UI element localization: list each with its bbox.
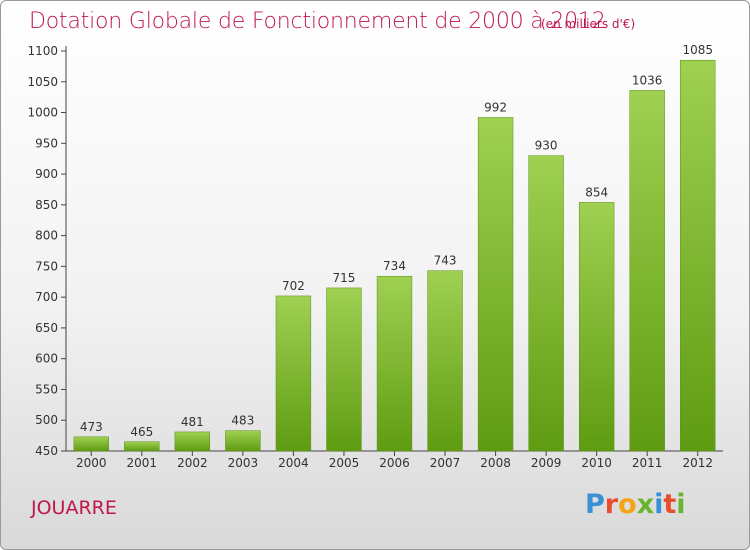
x-tick-label: 2005 — [329, 456, 360, 470]
bar-value-label: 1085 — [682, 43, 713, 57]
logo-letter: t — [663, 489, 677, 520]
bar — [427, 270, 463, 452]
y-tick-label: 950 — [35, 136, 58, 150]
bar-value-label: 992 — [484, 100, 507, 114]
bar — [578, 202, 615, 452]
chart-labels: 2000 473 2001 465 2002 481 2003 483 2004 702 2005 7… — [76, 43, 713, 470]
chart-axes: 450 500 550 600 650 700 750 800 850 900 950 1000 105… — [27, 44, 723, 458]
logo-letter: o — [618, 489, 637, 520]
x-tick-label: 2000 — [76, 456, 107, 470]
bar-value-label: 743 — [434, 254, 457, 268]
place-name: JOUARRE — [31, 497, 117, 519]
y-tick-label: 650 — [35, 321, 58, 335]
bar-value-label: 702 — [282, 279, 305, 293]
logo-letter: x — [636, 489, 655, 520]
chart-bars — [73, 59, 716, 452]
bar-value-label: 1036 — [632, 73, 663, 87]
x-tick-label: 2007 — [430, 456, 461, 470]
bar — [528, 155, 564, 452]
bar-value-label: 465 — [130, 425, 153, 439]
bar — [174, 431, 211, 452]
x-tick-label: 2011 — [632, 456, 663, 470]
bar — [629, 90, 665, 452]
y-tick-label: 850 — [35, 198, 58, 212]
chart-subtitle: (en milliers d'€) — [541, 17, 636, 31]
logo-letter: r — [604, 489, 619, 520]
bar — [124, 441, 160, 452]
bar-value-label: 715 — [333, 271, 356, 285]
bar-value-label: 481 — [181, 415, 204, 429]
bar — [225, 430, 261, 452]
x-tick-label: 2006 — [379, 456, 410, 470]
x-tick-label: 2001 — [127, 456, 158, 470]
x-tick-label: 2008 — [480, 456, 511, 470]
y-tick-label: 1100 — [27, 44, 58, 58]
x-tick-label: 2002 — [177, 456, 208, 470]
y-tick-label: 450 — [35, 444, 58, 458]
y-tick-label: 800 — [35, 229, 58, 243]
x-tick-label: 2009 — [531, 456, 562, 470]
logo-letter: P — [585, 489, 605, 520]
bar — [376, 275, 413, 452]
proxiti-logo: Proxiti — [585, 489, 686, 520]
y-tick-label: 600 — [35, 352, 58, 366]
logo-letter: i — [654, 489, 664, 520]
y-tick-label: 750 — [35, 259, 58, 273]
x-tick-label: 2010 — [581, 456, 612, 470]
y-tick-label: 700 — [35, 290, 58, 304]
y-tick-label: 550 — [35, 382, 58, 396]
y-tick-label: 1050 — [27, 75, 58, 89]
chart-title: Dotation Globale de Fonctionnement de 20… — [29, 9, 606, 34]
bar — [680, 59, 716, 452]
bar-value-label: 473 — [80, 420, 103, 434]
x-tick-label: 2012 — [682, 456, 713, 470]
x-tick-label: 2004 — [278, 456, 309, 470]
bar-value-label: 734 — [383, 259, 406, 273]
bar-value-label: 854 — [585, 185, 608, 199]
bar — [73, 436, 109, 452]
bar-value-label: 483 — [231, 414, 254, 428]
y-tick-label: 500 — [35, 413, 58, 427]
bar — [477, 117, 514, 452]
y-tick-label: 900 — [35, 167, 58, 181]
logo-letter: i — [676, 489, 686, 520]
x-tick-label: 2003 — [228, 456, 259, 470]
y-tick-label: 1000 — [27, 106, 58, 120]
bar — [326, 287, 362, 452]
bar — [275, 295, 312, 452]
bar-value-label: 930 — [535, 139, 558, 153]
